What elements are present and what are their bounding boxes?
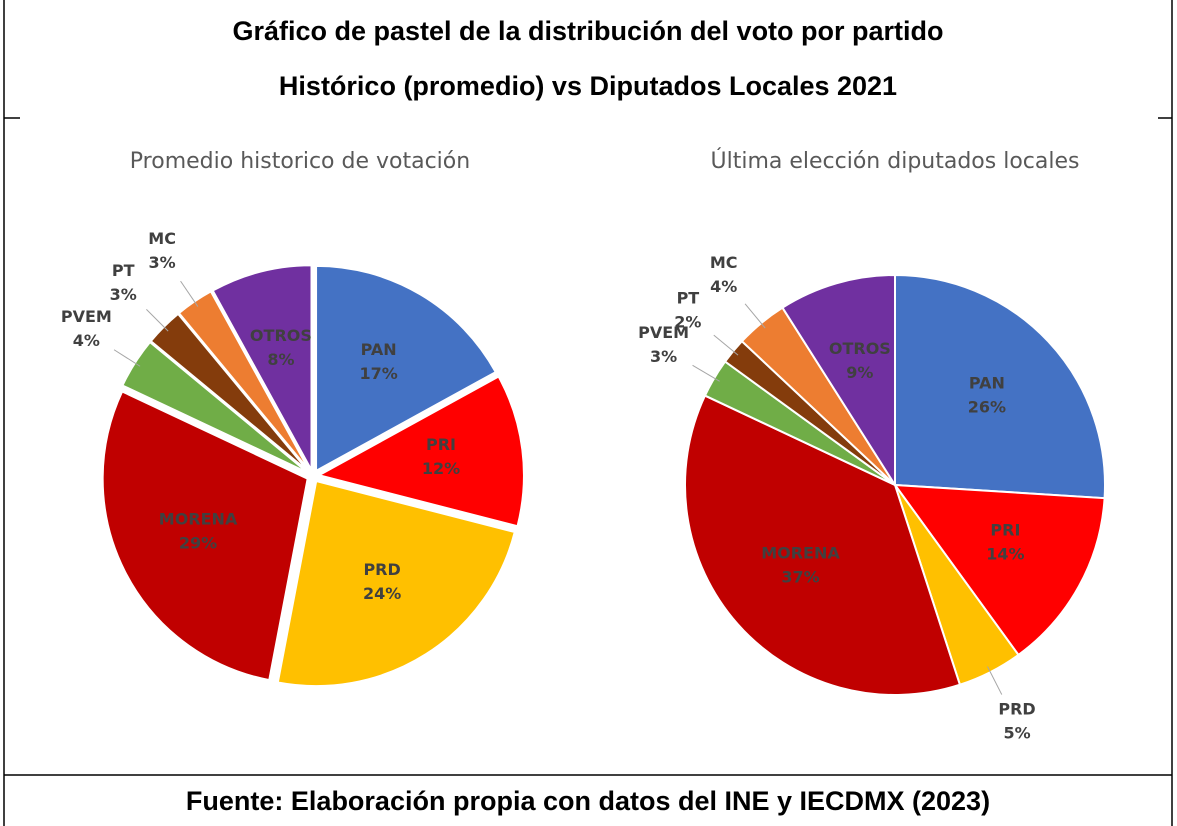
- slice-label: MORENA: [761, 543, 840, 562]
- slice-value: 3%: [149, 253, 176, 272]
- pie-slice: [211, 264, 313, 471]
- leader-line: [713, 334, 739, 356]
- chart-subtitle: Promedio historico de votación: [130, 149, 470, 174]
- slice-value: 37%: [781, 567, 819, 586]
- slice-label: MC: [148, 229, 176, 248]
- pie-slice: [781, 273, 896, 489]
- slice-label: PVEM: [61, 307, 112, 326]
- slice-value: 12%: [422, 459, 460, 478]
- slice-label: OTROS: [250, 326, 312, 345]
- slice-label: PT: [677, 289, 700, 308]
- slice-label: PT: [112, 261, 135, 280]
- slice-label: MORENA: [159, 510, 238, 529]
- slice-label: PAN: [969, 374, 1005, 393]
- pie-slice: [684, 394, 962, 696]
- slice-label: MC: [710, 253, 738, 272]
- slice-label: PRI: [426, 435, 456, 454]
- slice-value: 29%: [179, 534, 217, 553]
- leader-line: [692, 364, 720, 382]
- slice-value: 3%: [650, 347, 677, 366]
- source: Fuente: Elaboración propia con datos del…: [186, 786, 990, 816]
- title: Gráfico de pastel de la distribución del…: [232, 16, 943, 46]
- slice-value: 17%: [360, 364, 398, 383]
- slice-value: 26%: [968, 398, 1006, 417]
- pie-slice: [101, 390, 309, 682]
- slice-value: 9%: [846, 363, 873, 382]
- slice-value: 14%: [986, 545, 1024, 564]
- slice-value: 2%: [674, 313, 701, 332]
- pie-slice: [315, 264, 498, 473]
- pie-slice: [276, 479, 516, 688]
- leader-line: [180, 280, 199, 307]
- slice-label: PRD: [998, 700, 1035, 719]
- slice-label: PVEM: [638, 323, 689, 342]
- slice-value: 3%: [110, 285, 137, 304]
- leader-line: [987, 666, 1003, 695]
- slice-label: PRD: [363, 560, 400, 579]
- chart-subtitle: Última elección diputados locales: [711, 148, 1080, 174]
- leader-line: [113, 349, 141, 367]
- pie-slice: [892, 483, 1106, 657]
- slice-label: OTROS: [829, 339, 891, 358]
- slice-value: 24%: [363, 584, 401, 603]
- slice-value: 4%: [73, 331, 100, 350]
- slice-value: 8%: [267, 350, 294, 369]
- slice-value: 4%: [710, 277, 737, 296]
- slice-label: PAN: [361, 340, 397, 359]
- leader-line: [744, 303, 766, 329]
- slice-label: PRI: [990, 521, 1020, 540]
- title: Histórico (promedio) vs Diputados Locale…: [279, 71, 897, 101]
- leader-line: [146, 309, 169, 332]
- pie-slice: [316, 375, 525, 528]
- slice-value: 5%: [1003, 724, 1030, 743]
- pie-slice: [894, 273, 1106, 500]
